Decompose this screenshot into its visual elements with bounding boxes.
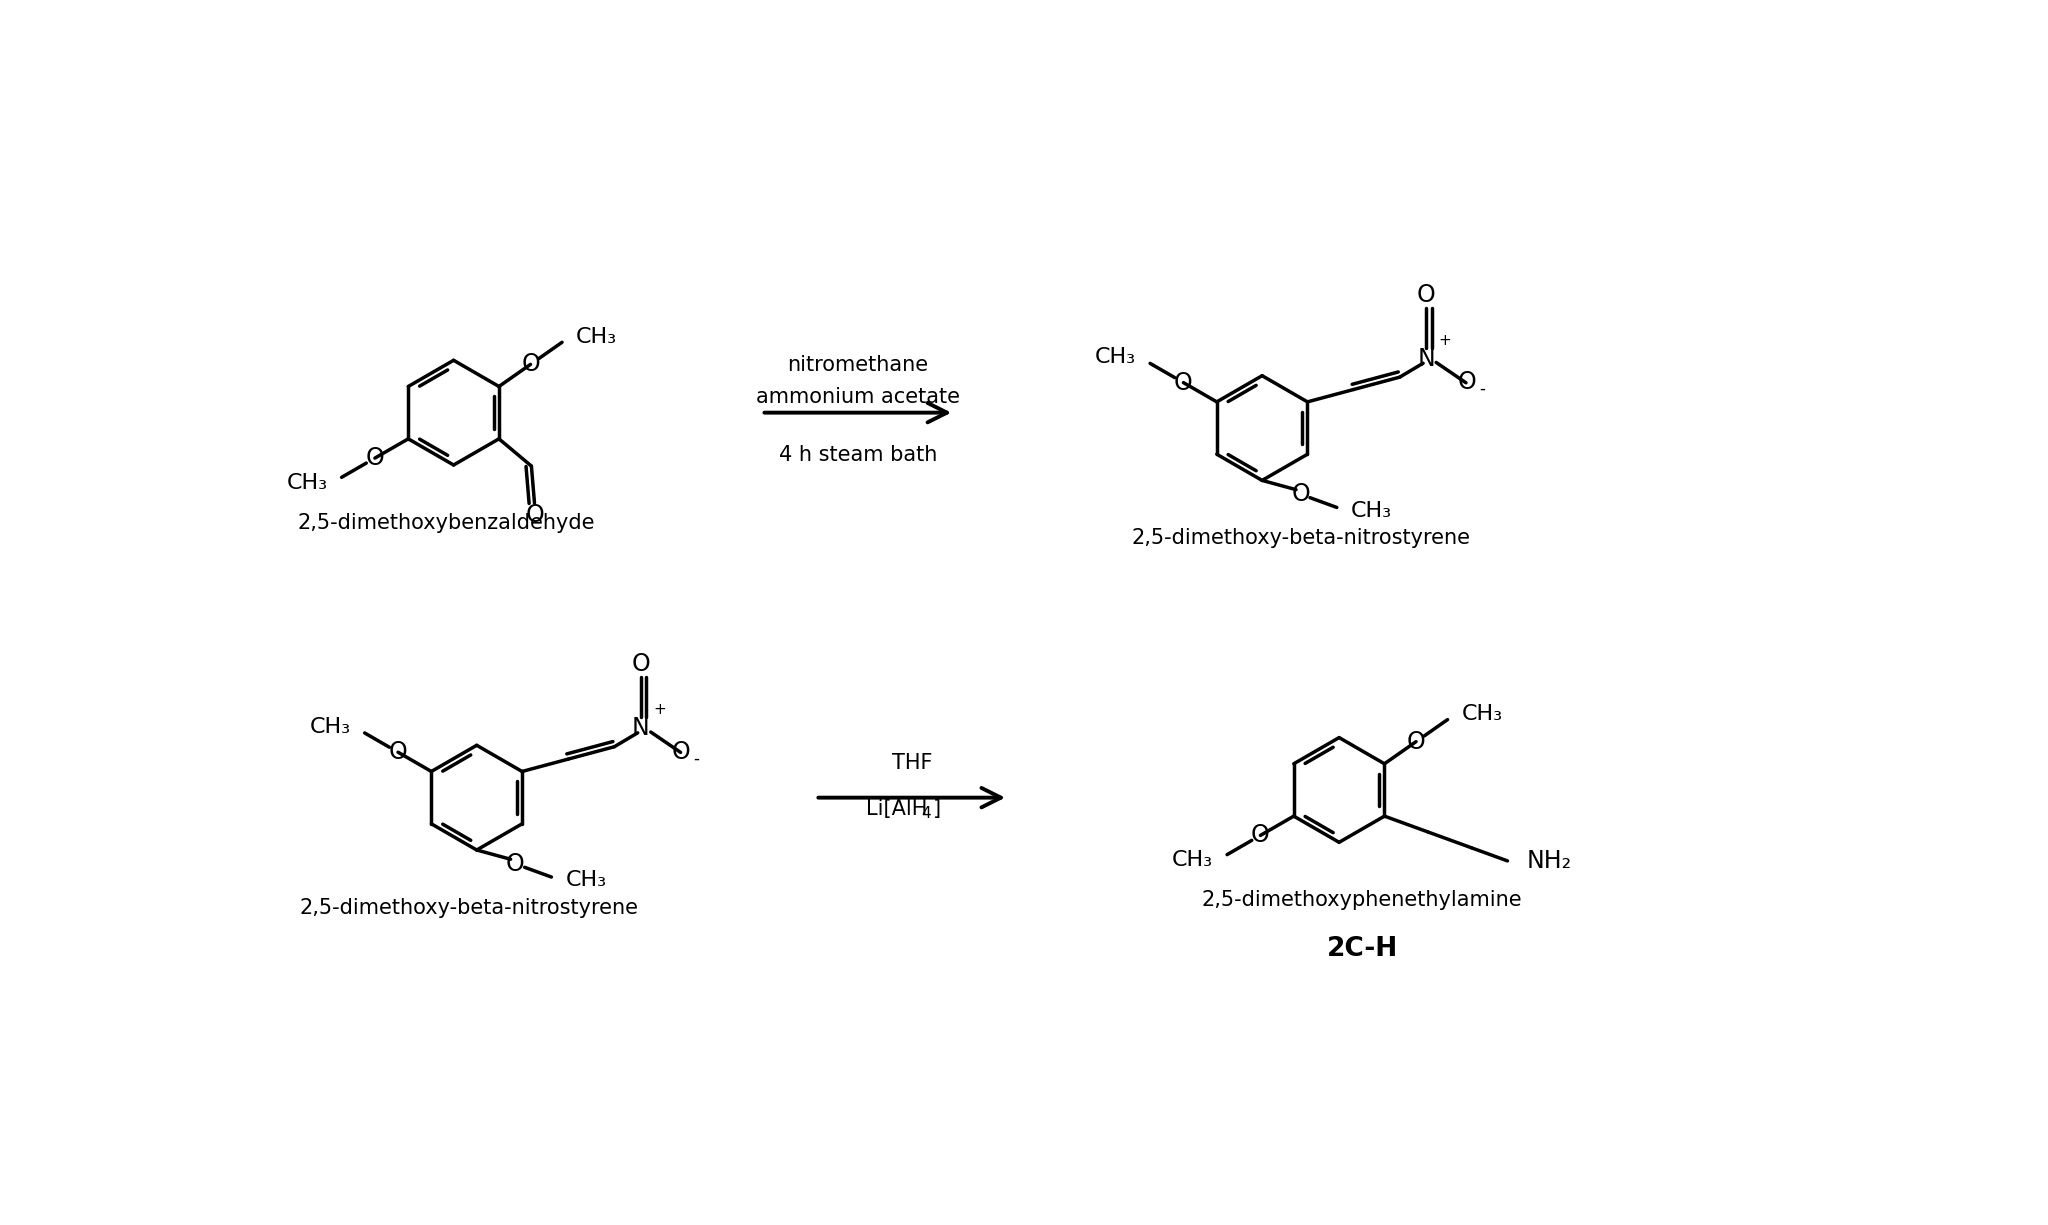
Text: -: - [1479,380,1485,398]
Text: O: O [1417,283,1436,306]
Text: O: O [389,740,408,764]
Text: O: O [631,652,649,676]
Text: O: O [1407,730,1425,753]
Text: CH₃: CH₃ [575,327,616,347]
Text: O: O [365,446,385,470]
Text: CH₃: CH₃ [1462,704,1503,724]
Text: ]: ] [932,799,940,820]
Text: Li[AlH: Li[AlH [866,799,928,820]
Text: CH₃: CH₃ [565,870,606,891]
Text: THF: THF [891,753,932,773]
Text: N: N [1417,347,1436,371]
Text: +: + [1438,333,1452,348]
Text: NH₂: NH₂ [1526,849,1573,873]
Text: O: O [520,353,541,376]
Text: 2,5-dimethoxyphenethylamine: 2,5-dimethoxyphenethylamine [1202,891,1522,910]
Text: 2,5-dimethoxybenzaldehyde: 2,5-dimethoxybenzaldehyde [297,513,594,533]
Text: CH₃: CH₃ [1171,850,1212,870]
Text: O: O [526,503,545,527]
Text: O: O [1174,371,1192,394]
Text: 2,5-dimethoxy-beta-nitrostyrene: 2,5-dimethoxy-beta-nitrostyrene [299,898,639,918]
Text: 2,5-dimethoxy-beta-nitrostyrene: 2,5-dimethoxy-beta-nitrostyrene [1130,528,1470,548]
Text: N: N [633,717,649,740]
Text: CH₃: CH₃ [309,717,350,736]
Text: O: O [1251,823,1270,848]
Text: CH₃: CH₃ [1096,347,1137,368]
Text: O: O [1290,483,1311,506]
Text: 2C-H: 2C-H [1327,936,1399,963]
Text: CH₃: CH₃ [1352,501,1393,521]
Text: 4 h steam bath: 4 h steam bath [778,445,938,466]
Text: ammonium acetate: ammonium acetate [756,387,961,407]
Text: CH₃: CH₃ [287,473,328,492]
Text: +: + [653,702,666,718]
Text: -: - [694,750,700,768]
Text: nitromethane: nitromethane [786,355,928,375]
Text: O: O [672,740,690,763]
Text: O: O [1458,370,1477,394]
Text: 4: 4 [922,806,930,821]
Text: O: O [506,851,524,876]
